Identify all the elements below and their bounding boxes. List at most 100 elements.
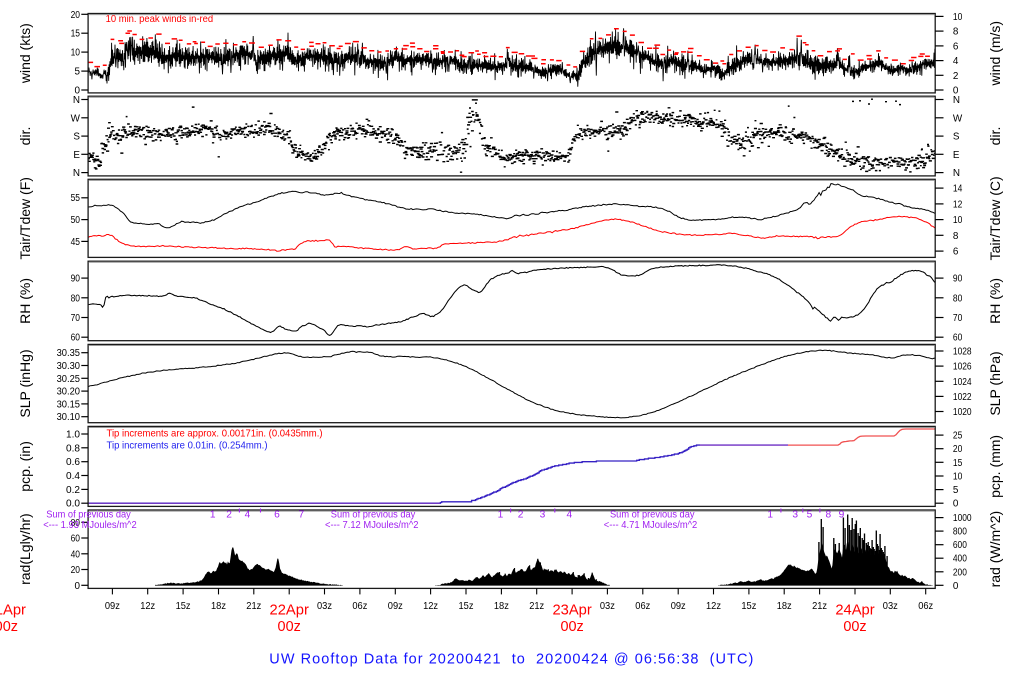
svg-text:3: 3: [792, 510, 798, 521]
svg-text:0: 0: [953, 581, 959, 592]
svg-text:<--- 4.71 MJoules/m^2: <--- 4.71 MJoules/m^2: [604, 520, 698, 531]
svg-text:W: W: [71, 113, 81, 124]
svg-text:00z: 00z: [278, 618, 301, 635]
svg-text:5: 5: [75, 67, 81, 78]
svg-text:30.30: 30.30: [57, 361, 81, 372]
svg-text:15z: 15z: [176, 601, 191, 612]
svg-text:22Apr: 22Apr: [270, 602, 309, 619]
svg-text:6: 6: [953, 247, 959, 258]
svg-text:15z: 15z: [741, 601, 756, 612]
svg-text:0.8: 0.8: [66, 443, 81, 454]
svg-text:N: N: [953, 168, 960, 179]
svg-text:wind (m/s): wind (m/s): [987, 21, 1003, 87]
svg-text:10: 10: [71, 48, 81, 59]
svg-text:1.0: 1.0: [66, 430, 81, 441]
svg-text:09z: 09z: [105, 601, 120, 612]
svg-text:90: 90: [953, 274, 963, 285]
svg-text:30.35: 30.35: [57, 348, 81, 359]
svg-text:6: 6: [953, 41, 959, 52]
svg-text:Sum of previous day: Sum of previous day: [46, 510, 131, 521]
svg-text:80: 80: [71, 518, 81, 529]
svg-text:S: S: [953, 132, 960, 143]
svg-text:12z: 12z: [706, 601, 721, 612]
svg-text:10: 10: [953, 472, 963, 483]
svg-text:2: 2: [226, 510, 232, 521]
svg-text:5: 5: [953, 485, 959, 496]
svg-text:Sum of previous day: Sum of previous day: [610, 510, 695, 521]
svg-text:E: E: [953, 150, 960, 161]
svg-text:30.25: 30.25: [57, 374, 81, 385]
svg-text:70: 70: [953, 313, 963, 324]
svg-text:25: 25: [953, 431, 963, 442]
svg-text:90: 90: [71, 274, 81, 285]
svg-text:0: 0: [953, 499, 959, 510]
svg-text:1028: 1028: [953, 347, 972, 358]
svg-text:12: 12: [953, 199, 962, 210]
svg-text:1: 1: [498, 510, 504, 521]
svg-text:4: 4: [245, 510, 251, 521]
svg-text:80: 80: [71, 293, 81, 304]
svg-text:2: 2: [953, 71, 959, 82]
svg-text:24Apr: 24Apr: [835, 602, 874, 619]
svg-text:Sum of previous day: Sum of previous day: [331, 510, 416, 521]
svg-text:21z: 21z: [246, 601, 261, 612]
svg-text:60: 60: [71, 534, 81, 545]
svg-text:0: 0: [75, 581, 81, 592]
svg-text:3: 3: [540, 510, 546, 521]
svg-text:dir.: dir.: [987, 127, 1003, 146]
svg-text:80: 80: [953, 293, 963, 304]
svg-text:30.10: 30.10: [57, 412, 81, 423]
svg-text:03z: 03z: [317, 601, 332, 612]
svg-text:0: 0: [953, 86, 959, 97]
svg-text:4: 4: [953, 56, 959, 67]
svg-text:1: 1: [210, 510, 216, 521]
svg-text:10 min. peak winds in-red: 10 min. peak winds in-red: [106, 14, 214, 25]
svg-text:60: 60: [71, 333, 81, 344]
svg-text:0.0: 0.0: [66, 499, 81, 510]
svg-text:03z: 03z: [600, 601, 615, 612]
svg-text:00z: 00z: [843, 618, 866, 635]
svg-text:1022: 1022: [953, 392, 972, 403]
svg-text:60: 60: [953, 333, 963, 344]
svg-text:20: 20: [953, 444, 963, 455]
svg-text:00z: 00z: [560, 618, 583, 635]
svg-text:21Apr: 21Apr: [0, 602, 26, 619]
svg-text:RH (%): RH (%): [987, 278, 1003, 324]
svg-text:00z: 00z: [0, 618, 18, 635]
svg-text:dir.: dir.: [17, 127, 33, 146]
svg-text:8: 8: [825, 510, 831, 521]
svg-text:5: 5: [807, 510, 813, 521]
svg-text:<--- 7.12 MJoules/m^2: <--- 7.12 MJoules/m^2: [325, 520, 419, 531]
svg-text:20: 20: [71, 10, 81, 21]
svg-text:12z: 12z: [423, 601, 438, 612]
svg-text:9: 9: [839, 510, 845, 521]
svg-text:SLP (hPa): SLP (hPa): [987, 351, 1003, 415]
svg-text:1: 1: [767, 510, 773, 521]
svg-text:<--- 1.93 MJoules/m^2: <--- 1.93 MJoules/m^2: [43, 520, 137, 531]
svg-text:UW Rooftop Data for 20200421: UW Rooftop Data for 20200421 to 20200424…: [269, 652, 753, 668]
svg-text:1020: 1020: [953, 407, 972, 418]
svg-text:Tair/Tdew (F): Tair/Tdew (F): [17, 177, 33, 259]
svg-text:N: N: [73, 168, 80, 179]
svg-text:600: 600: [953, 540, 967, 551]
svg-text:06z: 06z: [352, 601, 367, 612]
svg-text:55: 55: [71, 193, 81, 204]
svg-text:rad (W/m^2): rad (W/m^2): [987, 511, 1003, 588]
svg-text:0.4: 0.4: [66, 471, 81, 482]
svg-text:pcp. (mm): pcp. (mm): [987, 435, 1003, 498]
svg-text:15: 15: [71, 29, 81, 40]
svg-text:8: 8: [953, 231, 959, 242]
svg-text:18z: 18z: [777, 601, 792, 612]
svg-text:N: N: [953, 95, 960, 106]
svg-text:S: S: [73, 132, 80, 143]
svg-text:0: 0: [75, 86, 81, 97]
svg-text:1000: 1000: [953, 513, 972, 524]
svg-text:09z: 09z: [388, 601, 403, 612]
svg-text:SLP (inHg): SLP (inHg): [17, 349, 33, 417]
svg-text:18z: 18z: [211, 601, 226, 612]
svg-text:15z: 15z: [459, 601, 474, 612]
svg-text:23Apr: 23Apr: [552, 602, 591, 619]
svg-text:06z: 06z: [918, 601, 933, 612]
svg-text:21z: 21z: [812, 601, 827, 612]
svg-text:70: 70: [71, 313, 81, 324]
